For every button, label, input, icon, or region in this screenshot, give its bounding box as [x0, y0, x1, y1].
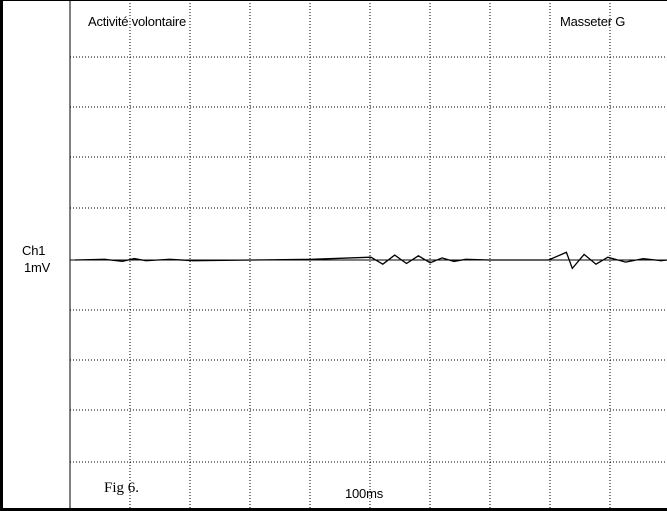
time-scale-label: 100ms	[345, 486, 384, 501]
figure-label: Fig 6.	[104, 480, 140, 496]
channel-label: Ch1	[22, 243, 46, 258]
scale-label: 1mV	[24, 260, 51, 275]
muscle-label: Masseter G	[560, 14, 626, 29]
grid	[69, 0, 667, 508]
chart-title: Activité volontaire	[88, 14, 187, 29]
emg-trace	[74, 251, 667, 270]
